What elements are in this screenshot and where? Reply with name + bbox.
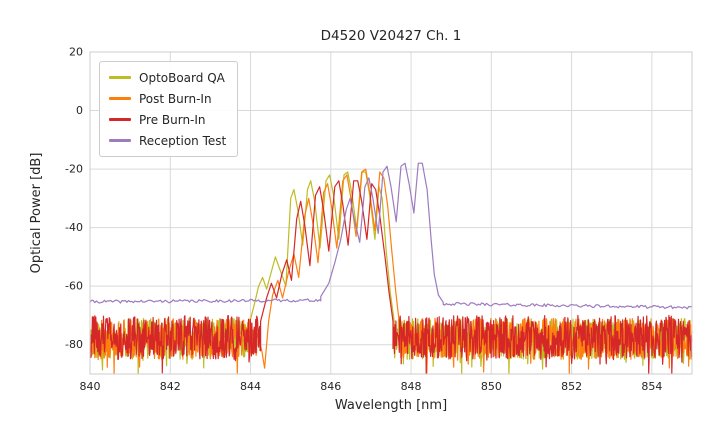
legend-swatch-pre-burn-in (109, 118, 131, 121)
x-tick-label: 840 (80, 380, 101, 393)
axes-frame (89, 51, 693, 375)
series-line-reception-test (89, 162, 693, 310)
x-tick-label: 850 (481, 380, 502, 393)
y-tick-label: 0 (76, 104, 83, 117)
x-tick-label: 852 (561, 380, 582, 393)
legend-label-optoboard-qa: OptoBoard QA (139, 70, 225, 85)
x-tick-label: 844 (240, 380, 261, 393)
legend: OptoBoard QA Post Burn-In Pre Burn-In Re… (99, 61, 239, 157)
y-tick-label: -60 (65, 280, 83, 293)
legend-item-reception-test: Reception Test (109, 132, 226, 149)
legend-item-optoboard-qa: OptoBoard QA (109, 69, 226, 86)
x-tick-label: 848 (401, 380, 422, 393)
legend-swatch-optoboard-qa (109, 76, 131, 79)
x-axis-label: Wavelength [nm] (335, 398, 447, 413)
y-tick-labels: 20 0 -20 -40 -60 -80 (65, 46, 83, 352)
legend-item-pre-burn-in: Pre Burn-In (109, 111, 226, 128)
legend-swatch-post-burn-in (109, 97, 131, 100)
legend-swatch-reception-test (109, 139, 131, 142)
x-tick-label: 854 (641, 380, 662, 393)
series-line-pre-burn-in (89, 180, 693, 375)
y-tick-label: -20 (65, 163, 83, 176)
x-tick-labels: 840 842 844 846 848 850 852 854 (80, 380, 663, 393)
y-axis-label: Optical Power [dB] (29, 153, 44, 274)
legend-label-reception-test: Reception Test (139, 133, 227, 148)
y-tick-label: 20 (69, 46, 83, 59)
y-tick-label: -80 (65, 338, 83, 351)
x-tick-label: 846 (320, 380, 341, 393)
chart-title: D4520 V20427 Ch. 1 (321, 28, 462, 44)
legend-label-post-burn-in: Post Burn-In (139, 91, 212, 106)
y-tick-label: -40 (65, 221, 83, 234)
legend-label-pre-burn-in: Pre Burn-In (139, 112, 206, 127)
legend-item-post-burn-in: Post Burn-In (109, 90, 226, 107)
x-tick-label: 842 (160, 380, 181, 393)
